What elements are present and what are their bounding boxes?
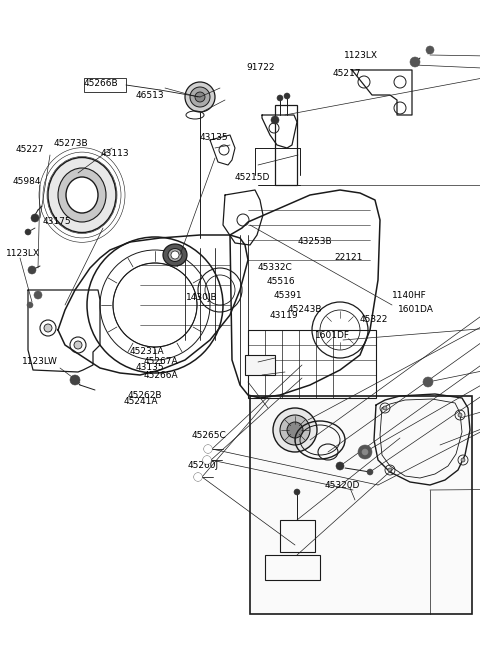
Circle shape [194,473,202,481]
Text: 45273B: 45273B [54,138,89,148]
Circle shape [458,413,462,417]
Circle shape [44,324,52,332]
Text: 43113: 43113 [101,148,130,157]
Circle shape [25,229,31,235]
Circle shape [294,489,300,495]
Text: 45320D: 45320D [325,480,360,489]
Text: 43175: 43175 [43,218,72,226]
Circle shape [410,57,420,67]
Text: 22121: 22121 [334,253,362,262]
Bar [250,396,472,614]
Circle shape [31,214,39,222]
Circle shape [358,445,372,459]
Bar [84,78,126,92]
Ellipse shape [58,168,106,222]
Circle shape [423,377,433,387]
Text: 43253B: 43253B [298,237,333,247]
Text: 46513: 46513 [136,91,165,100]
Text: 43135: 43135 [136,363,165,371]
Circle shape [27,302,33,308]
Text: 45217: 45217 [333,68,361,77]
Text: 1123LX: 1123LX [6,249,40,258]
Text: 1601DA: 1601DA [398,306,434,314]
Circle shape [367,469,373,475]
Text: 45241A: 45241A [124,398,158,407]
Circle shape [383,406,387,410]
Text: 43135: 43135 [200,134,228,142]
Bar [248,330,376,398]
Text: 45322: 45322 [360,316,388,325]
Circle shape [461,458,465,462]
Circle shape [336,462,344,470]
Circle shape [190,87,210,107]
Circle shape [203,456,211,464]
Text: 45262B: 45262B [128,390,163,400]
Text: 1123LX: 1123LX [344,51,378,60]
Bar [245,355,275,375]
Circle shape [185,82,215,112]
Circle shape [34,291,42,299]
Text: 1430JB: 1430JB [186,293,217,302]
Bar [280,520,315,552]
Text: 1123LW: 1123LW [22,358,58,367]
Bar [265,555,320,580]
Circle shape [287,422,303,438]
Circle shape [74,341,82,349]
Text: 45516: 45516 [267,277,296,287]
Bar [275,105,297,185]
Text: 45227: 45227 [16,146,44,155]
Circle shape [280,415,310,445]
Circle shape [204,445,212,453]
Text: 1140HF: 1140HF [392,291,427,300]
Text: 45265C: 45265C [192,430,227,440]
Text: 45391: 45391 [274,291,302,300]
Circle shape [70,375,80,385]
Text: 45260J: 45260J [188,462,219,470]
Text: 45266A: 45266A [144,371,179,380]
Ellipse shape [171,251,179,259]
Ellipse shape [168,249,182,262]
Circle shape [426,46,434,54]
Text: 1601DF: 1601DF [315,331,350,340]
Circle shape [273,408,317,452]
Text: 91722: 91722 [246,62,275,72]
Circle shape [195,92,205,102]
Text: 45215D: 45215D [235,173,270,182]
Circle shape [388,468,392,472]
Text: 45231A: 45231A [130,348,165,356]
Circle shape [362,449,368,455]
Circle shape [271,116,279,124]
Circle shape [277,95,283,101]
Circle shape [28,266,36,274]
Ellipse shape [163,244,187,266]
Text: 45332C: 45332C [258,264,293,272]
Circle shape [284,93,290,99]
Ellipse shape [66,177,98,213]
Text: 43119: 43119 [270,310,299,319]
Text: 45243B: 45243B [288,306,323,314]
Text: 45267A: 45267A [144,358,179,367]
Text: 45984: 45984 [13,178,41,186]
Ellipse shape [48,157,116,232]
Text: 45266B: 45266B [84,79,119,89]
